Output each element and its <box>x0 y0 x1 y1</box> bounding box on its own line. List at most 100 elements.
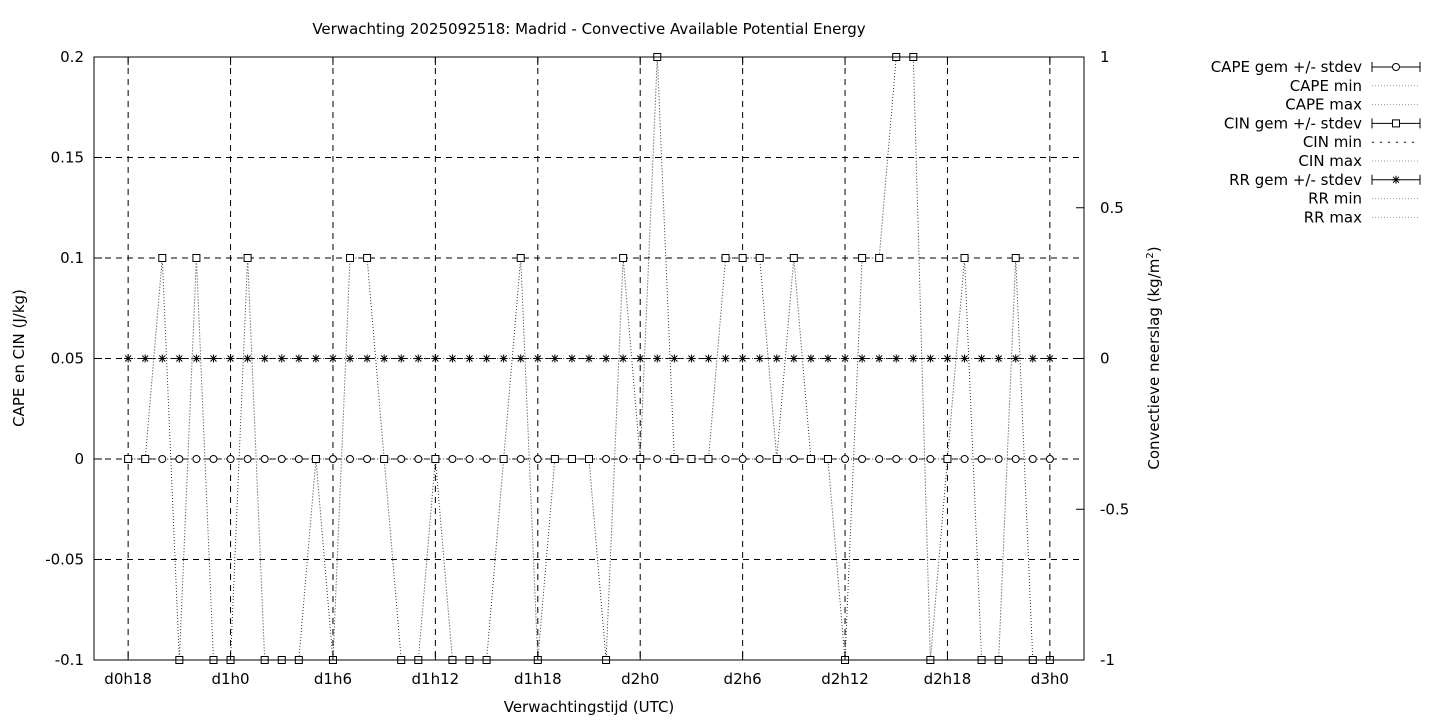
x-tick-label: d3h0 <box>1031 670 1069 688</box>
rr-point <box>465 354 474 363</box>
rr-point <box>687 354 696 363</box>
cape-point <box>175 455 184 463</box>
y-tick-label: 0.15 <box>51 149 84 167</box>
cin-point <box>636 455 645 463</box>
rr-point <box>755 354 764 363</box>
cin-point <box>516 254 525 262</box>
cape-point <box>482 455 491 463</box>
rr-point <box>363 354 372 363</box>
cin-point <box>960 254 969 262</box>
y2-axis-label: Convectieve neerslag (kg/m2) <box>1145 246 1163 469</box>
rr-point <box>414 354 423 363</box>
cape-point <box>1028 455 1037 463</box>
legend-label: CAPE min <box>1290 77 1362 95</box>
x-tick-label: d1h0 <box>211 670 249 688</box>
rr-point <box>311 354 320 363</box>
cape-point <box>363 455 372 463</box>
cin-point <box>124 455 133 463</box>
legend-label: CIN gem +/- stdev <box>1224 114 1362 132</box>
rr-point <box>602 354 611 363</box>
rr-point <box>994 354 1003 363</box>
legend-label: CAPE max <box>1285 96 1362 114</box>
cape-point <box>192 455 201 463</box>
cin-point <box>823 455 832 463</box>
rr-point <box>858 354 867 363</box>
cin-point <box>943 455 952 463</box>
rr-point <box>346 354 355 363</box>
x-tick-label: d2h18 <box>924 670 972 688</box>
rr-point <box>704 354 713 363</box>
cape-point <box>533 455 542 463</box>
cape-point <box>858 455 867 463</box>
cape-point <box>158 455 167 463</box>
cape-point <box>994 455 1003 463</box>
x-tick-label: d2h0 <box>621 670 659 688</box>
rr-point <box>226 354 235 363</box>
y2-tick-label: -0.5 <box>1100 500 1129 518</box>
rr-point <box>619 354 628 363</box>
cape-point <box>465 455 474 463</box>
rr-point <box>294 354 303 363</box>
cape-point <box>875 455 884 463</box>
cape-point <box>789 455 798 463</box>
cin-point <box>670 455 679 463</box>
x-tick-label: d1h18 <box>514 670 562 688</box>
cape-point <box>653 455 662 463</box>
rr-point <box>141 354 150 363</box>
cape-point <box>602 455 611 463</box>
axis-ticks <box>94 56 1084 661</box>
y-tick-label: -0.1 <box>55 651 84 669</box>
rr-point <box>260 354 269 363</box>
cape-point <box>277 455 286 463</box>
cin-point <box>567 455 576 463</box>
cape-point <box>926 455 935 463</box>
cape-point <box>755 455 764 463</box>
cape-point <box>516 455 525 463</box>
cape-point <box>1045 455 1054 463</box>
rr-point <box>328 354 337 363</box>
rr-point <box>977 354 986 363</box>
cin-point <box>380 455 389 463</box>
y-tick-label: 0.1 <box>60 249 84 267</box>
cin-point <box>858 254 867 262</box>
cin-point <box>619 254 628 262</box>
cape-point <box>243 455 252 463</box>
cape-point <box>977 455 986 463</box>
cape-point <box>960 455 969 463</box>
y2-tick-label: 1 <box>1100 48 1110 66</box>
cin-point <box>243 254 252 262</box>
rr-point <box>738 354 747 363</box>
rr-point <box>1011 354 1020 363</box>
cin-point <box>363 254 372 262</box>
rr-point <box>806 354 815 363</box>
x-tick-label: d1h6 <box>314 670 352 688</box>
series-markers <box>124 53 1054 664</box>
rr-point <box>789 354 798 363</box>
rr-point <box>960 354 969 363</box>
legend-label: RR min <box>1308 190 1362 208</box>
rr-point <box>909 354 918 363</box>
rr-point <box>841 354 850 363</box>
y2-tick-label: 0 <box>1100 350 1110 368</box>
cin-point <box>192 254 201 262</box>
rr-point <box>448 354 457 363</box>
cin-point <box>875 254 884 262</box>
legend-label: RR gem +/- stdev <box>1229 171 1362 189</box>
y-tick-label: 0.2 <box>60 48 84 66</box>
x-tick-label: d0h18 <box>104 670 152 688</box>
cin-point <box>158 254 167 262</box>
rr-point <box>533 354 542 363</box>
y-tick-label: -0.05 <box>45 551 84 569</box>
cin-point <box>311 455 320 463</box>
legend-label: RR max <box>1304 208 1362 226</box>
cape-point <box>397 455 406 463</box>
rr-point <box>516 354 525 363</box>
legend-label: CIN min <box>1303 133 1362 151</box>
cape-point <box>909 455 918 463</box>
cape-point <box>738 455 747 463</box>
x-tick-label: d1h12 <box>412 670 460 688</box>
cin-point <box>431 455 440 463</box>
cape-point <box>209 455 218 463</box>
